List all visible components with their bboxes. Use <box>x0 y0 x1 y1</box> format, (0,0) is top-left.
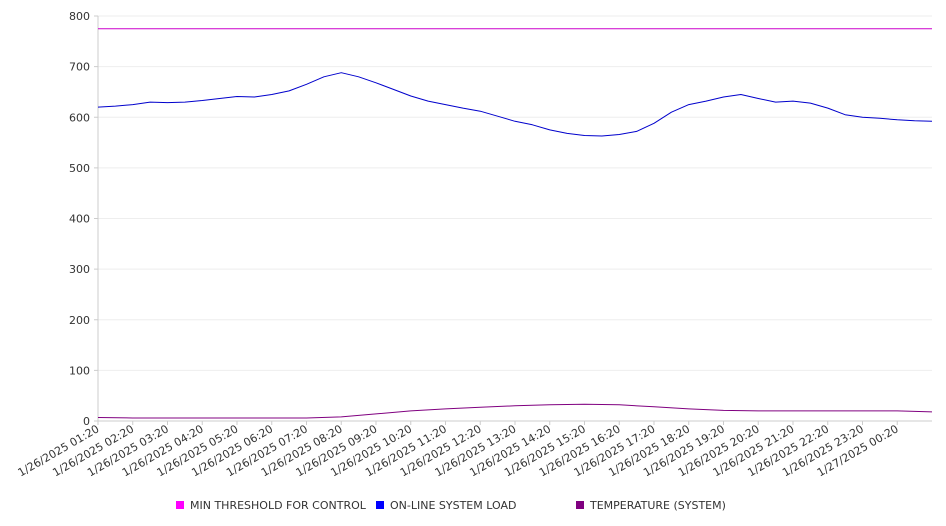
series-line-2 <box>97 403 933 419</box>
legend-item-online-system-load[interactable]: ON-LINE SYSTEM LOAD <box>376 499 516 512</box>
y-tick-label: 700 <box>69 61 90 74</box>
legend: MIN THRESHOLD FOR CONTROL ON-LINE SYSTEM… <box>176 499 726 512</box>
y-tick-label: 300 <box>69 263 90 276</box>
series-line-1 <box>97 72 933 137</box>
y-axis-ticks: 0 100 200 300 400 500 600 700 800 <box>69 10 98 428</box>
y-tick-label: 500 <box>69 162 90 175</box>
legend-label: MIN THRESHOLD FOR CONTROL <box>190 499 367 512</box>
x-axis-ticks: 1/26/2025 01:201/26/2025 02:201/26/2025 … <box>16 421 901 479</box>
legend-item-temperature-system[interactable]: TEMPERATURE (SYSTEM) <box>576 499 726 512</box>
y-tick-label: 100 <box>69 364 90 377</box>
series-lines <box>97 28 933 419</box>
legend-swatch <box>576 501 584 509</box>
legend-label: TEMPERATURE (SYSTEM) <box>589 499 726 512</box>
y-tick-label: 600 <box>69 111 90 124</box>
legend-swatch <box>376 501 384 509</box>
y-tick-label: 0 <box>83 415 90 428</box>
legend-item-min-threshold[interactable]: MIN THRESHOLD FOR CONTROL <box>176 499 367 512</box>
grid-lines <box>98 15 932 371</box>
y-tick-label: 400 <box>69 213 90 226</box>
y-tick-label: 200 <box>69 314 90 327</box>
legend-swatch <box>176 501 184 509</box>
y-tick-label: 800 <box>69 10 90 23</box>
legend-label: ON-LINE SYSTEM LOAD <box>390 499 516 512</box>
